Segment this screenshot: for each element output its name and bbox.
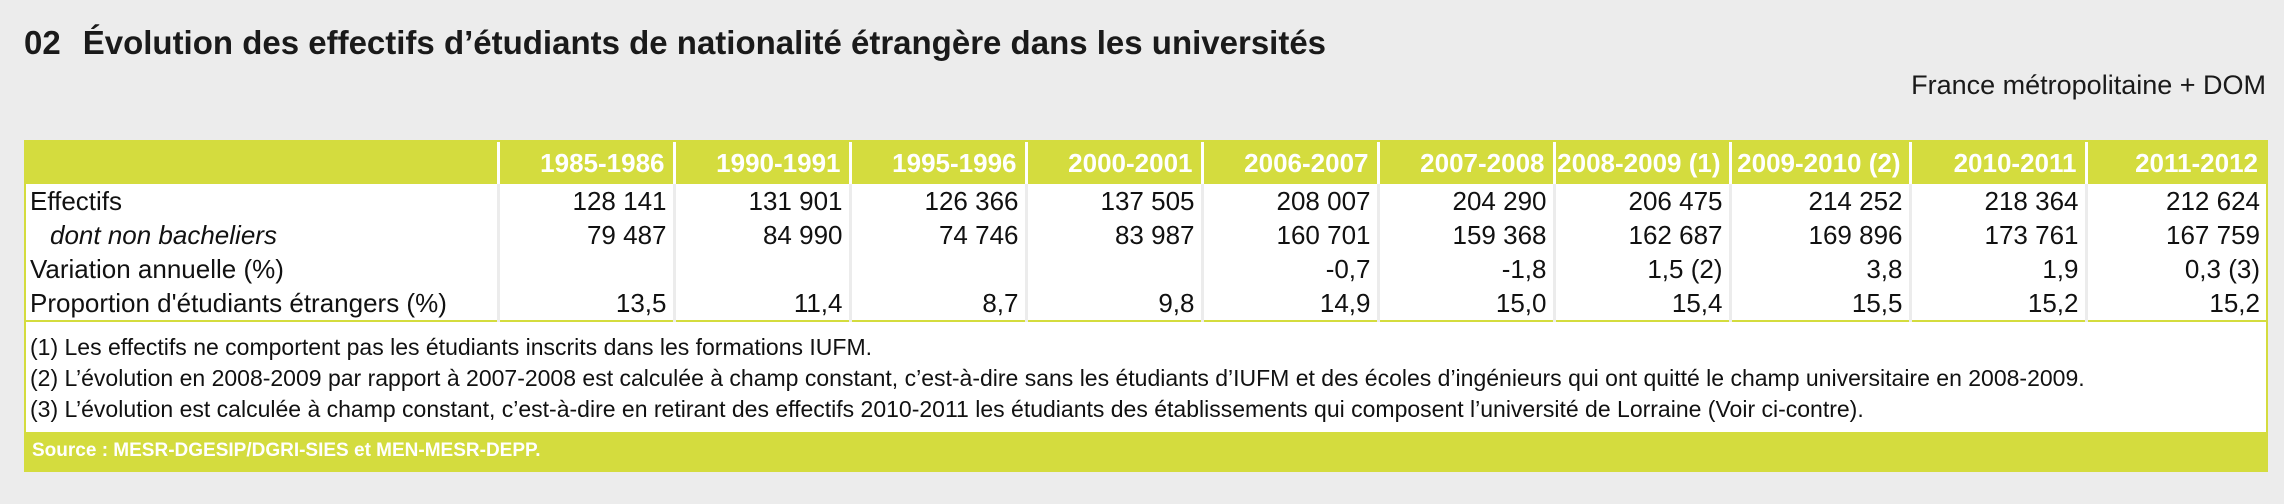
table-cell: 206 475 [1552, 184, 1730, 218]
table-cell: 159 368 [1376, 218, 1554, 252]
table-cell: 14,9 [1200, 286, 1378, 322]
table-cell: 1,9 [1908, 252, 2086, 286]
table-row: Variation annuelle (%) -0,7 -1,8 1,5 (2)… [26, 252, 2266, 286]
table-cell: 137 505 [1024, 184, 1202, 218]
row-label: Effectifs [30, 185, 123, 216]
table-cell: 13,5 [496, 286, 674, 322]
table-cell: 208 007 [1200, 184, 1378, 218]
row-label: Proportion d'étudiants étrangers (%) [26, 286, 498, 322]
data-table: 1985-1986 1990-1991 1995-1996 2000-2001 … [26, 142, 2266, 322]
source-bar: Source : MESR-DGESIP/DGRI-SIES et MEN-ME… [26, 432, 2266, 470]
table-cell: 15,2 [1908, 286, 2086, 322]
footnote: (1) Les effectifs ne comportent pas les … [30, 334, 872, 360]
table-cell: 173 761 [1908, 218, 2086, 252]
header-corner [26, 142, 498, 184]
table-cell [672, 252, 850, 286]
table-cell: 1,5 (2) [1552, 252, 1730, 286]
table-cell: 212 624 [2084, 184, 2266, 218]
figure-title: Évolution des effectifs d’étudiants de n… [82, 24, 1327, 61]
column-header: 2006-2007 [1200, 142, 1378, 184]
table-cell: 15,5 [1728, 286, 1910, 322]
column-header: 2010-2011 [1908, 142, 2086, 184]
column-header: 2011-2012 [2084, 142, 2266, 184]
figure-number: 02 [24, 24, 61, 61]
table-cell: 83 987 [1024, 218, 1202, 252]
column-header: 2009-2010 (2) [1728, 142, 1910, 184]
table-cell: 126 366 [848, 184, 1026, 218]
page-title: 02 Évolution des effectifs d’étudiants de… [24, 24, 1326, 62]
row-label: dont non bacheliers [50, 219, 277, 250]
table-cell: 15,2 [2084, 286, 2266, 322]
geographic-scope: France métropolitaine + DOM [1911, 70, 2266, 100]
column-header: 2007-2008 [1376, 142, 1554, 184]
table-cell: 167 759 [2084, 218, 2266, 252]
table-cell: -0,7 [1200, 252, 1378, 286]
table-cell: 8,7 [848, 286, 1026, 322]
footnote: (3) L’évolution est calculée à champ con… [30, 396, 1864, 422]
table-cell: 131 901 [672, 184, 850, 218]
table-cell [496, 252, 674, 286]
table-cell: 162 687 [1552, 218, 1730, 252]
table-row: Proportion d'étudiants étrangers (%) 13,… [26, 286, 2266, 322]
column-header: 1985-1986 [496, 142, 674, 184]
table-cell: 160 701 [1200, 218, 1378, 252]
table-panel: 1985-1986 1990-1991 1995-1996 2000-2001 … [24, 140, 2268, 472]
table-cell: 204 290 [1376, 184, 1554, 218]
table-row: dont non bacheliers 79 487 84 990 74 746… [26, 218, 2266, 252]
table-cell: -1,8 [1376, 252, 1554, 286]
table-cell: 214 252 [1728, 184, 1910, 218]
column-header: 1990-1991 [672, 142, 850, 184]
table-cell: 74 746 [848, 218, 1026, 252]
column-header: 2000-2001 [1024, 142, 1202, 184]
table-cell: 3,8 [1728, 252, 1910, 286]
table-cell: 11,4 [672, 286, 850, 322]
column-header: 1995-1996 [848, 142, 1026, 184]
footnote: (2) L’évolution en 2008-2009 par rapport… [30, 365, 2085, 391]
table-cell [1024, 252, 1202, 286]
table-cell: 15,0 [1376, 286, 1554, 322]
table-cell: 9,8 [1024, 286, 1202, 322]
table-cell: 84 990 [672, 218, 850, 252]
table-cell: 169 896 [1728, 218, 1910, 252]
table-cell: 0,3 (3) [2084, 252, 2266, 286]
table-cell: 128 141 [496, 184, 674, 218]
header-row: 1985-1986 1990-1991 1995-1996 2000-2001 … [26, 142, 2266, 184]
table-cell [848, 252, 1026, 286]
footnotes: (1) Les effectifs ne comportent pas les … [30, 332, 2085, 425]
row-label: Variation annuelle (%) [30, 253, 284, 284]
table-cell: 79 487 [496, 218, 674, 252]
table-row: Effectifs 128 141 131 901 126 366 137 50… [26, 184, 2266, 218]
table-cell: 15,4 [1552, 286, 1730, 322]
table-cell: 218 364 [1908, 184, 2086, 218]
column-header: 2008-2009 (1) [1552, 142, 1730, 184]
